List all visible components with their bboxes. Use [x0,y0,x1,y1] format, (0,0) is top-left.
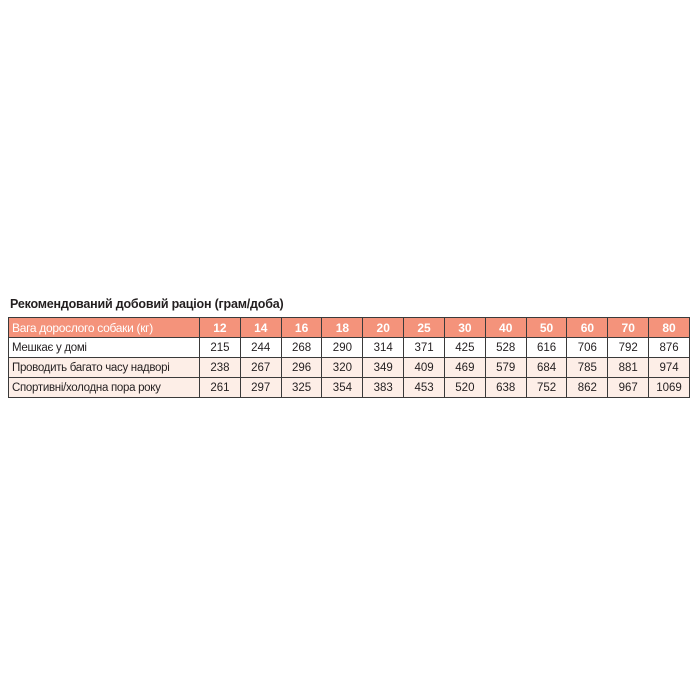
cell: 70 [607,317,650,338]
cell: 520 [443,377,486,398]
row-label: Мешкає у домі [8,337,200,358]
cell: 881 [607,357,650,378]
cell: 16 [280,317,323,338]
cell: 792 [607,337,650,358]
cell: 12 [199,317,241,338]
cell: 215 [199,337,241,358]
cell: 409 [403,357,445,378]
cell: 80 [648,317,690,338]
cell: 40 [484,317,527,338]
cell: 371 [403,337,445,358]
cell: 18 [321,317,364,338]
cell: 50 [525,317,568,338]
row-label: Вага дорослого собаки (кг) [8,317,200,338]
cell: 616 [525,337,568,358]
row-label: Спортивні/холодна пора року [8,377,200,398]
cell: 14 [239,317,282,338]
cell: 261 [199,377,241,398]
ration-table: Вага дорослого собаки (кг) 12 14 16 18 20 25 30… [8,317,690,398]
cell: 314 [362,337,405,358]
cell: 974 [648,357,690,378]
cell: 453 [403,377,445,398]
cell: 296 [280,357,323,378]
cell: 268 [280,337,323,358]
table-row: Спортивні/холодна пора року 261 297 325 354 3… [8,377,690,398]
cell: 469 [443,357,486,378]
table-row: Мешкає у домі 215 244 268 290 314 371 425 528 616… [8,337,690,358]
cell: 354 [321,377,364,398]
cell: 785 [566,357,609,378]
cell: 425 [443,337,486,358]
cell: 349 [362,357,405,378]
cell: 30 [443,317,486,338]
cell: 290 [321,337,364,358]
cell: 320 [321,357,364,378]
cell: 862 [566,377,609,398]
cell: 60 [566,317,609,338]
cell: 752 [525,377,568,398]
cell: 325 [280,377,323,398]
cell: 20 [362,317,405,338]
table-row: Вага дорослого собаки (кг) 12 14 16 18 20 25 30… [8,317,690,338]
cell: 383 [362,377,405,398]
cell: 238 [199,357,241,378]
table-title: Рекомендований добовий раціон (грам/доба… [10,297,284,311]
cell: 297 [239,377,282,398]
table-row: Проводить багато часу надворі 238 267 296 32… [8,357,690,378]
cell: 244 [239,337,282,358]
cell: 638 [484,377,527,398]
cell: 706 [566,337,609,358]
cell: 267 [239,357,282,378]
cell: 579 [484,357,527,378]
cell: 967 [607,377,650,398]
cell: 25 [403,317,445,338]
cell: 684 [525,357,568,378]
cell: 1069 [648,377,690,398]
row-label: Проводить багато часу надворі [8,357,200,378]
cell: 876 [648,337,690,358]
cell: 528 [484,337,527,358]
